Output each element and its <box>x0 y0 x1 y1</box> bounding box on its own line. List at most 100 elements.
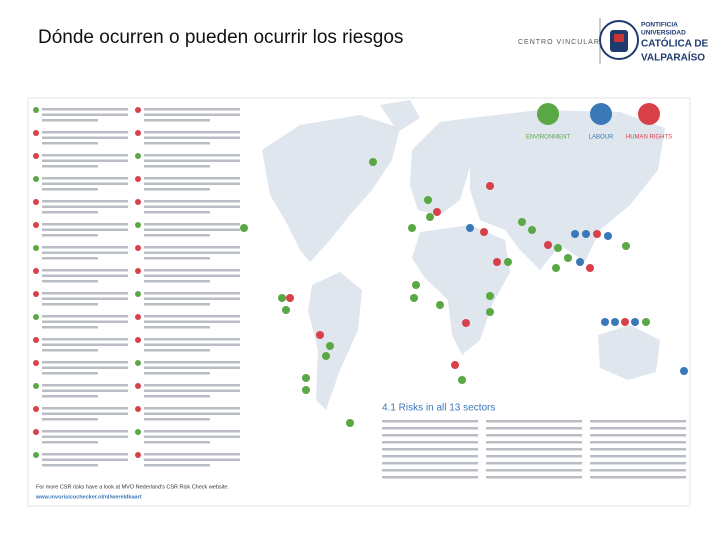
list-text-line <box>144 228 240 231</box>
list-text-line <box>42 274 128 277</box>
map-marker <box>582 230 590 238</box>
list-text-line <box>42 389 128 392</box>
list-icon <box>135 222 141 228</box>
list-icon <box>33 383 39 389</box>
map-marker <box>576 258 584 266</box>
slide-title: Dónde ocurren o pueden ocurrir los riesg… <box>38 27 403 48</box>
list-text-line <box>42 177 128 180</box>
list-icon <box>135 383 141 389</box>
list-text-line <box>42 326 98 329</box>
list-icon <box>33 360 39 366</box>
list-text-line <box>42 257 98 260</box>
body-text-line <box>590 420 686 423</box>
map-marker <box>554 244 562 252</box>
list-text-line <box>42 418 98 421</box>
list-icon <box>33 153 39 159</box>
list-text-line <box>42 435 128 438</box>
list-text-line <box>144 453 240 456</box>
map-marker <box>604 232 612 240</box>
list-icon <box>33 222 39 228</box>
list-text-line <box>144 315 240 318</box>
list-text-line <box>144 297 240 300</box>
logo-crest <box>599 20 639 60</box>
list-text-line <box>42 159 128 162</box>
body-text-line <box>382 427 478 430</box>
body-text-line <box>382 462 478 465</box>
list-text-line <box>144 223 240 226</box>
list-text-line <box>144 269 240 272</box>
list-icon <box>135 245 141 251</box>
list-icon <box>33 199 39 205</box>
legend-label: ENVIRONMENT <box>526 135 571 141</box>
list-text-line <box>144 165 210 168</box>
map-marker <box>480 228 488 236</box>
list-text-line <box>144 338 240 341</box>
body-text-line <box>486 434 582 437</box>
body-text-line <box>590 441 686 444</box>
map-marker <box>552 264 560 272</box>
map-marker <box>621 318 629 326</box>
list-icon <box>135 314 141 320</box>
list-icon <box>135 176 141 182</box>
map-marker <box>316 331 324 339</box>
list-text-line <box>144 389 240 392</box>
legend-label: LABOUR <box>589 135 614 141</box>
list-icon <box>33 406 39 412</box>
list-text-line <box>144 177 240 180</box>
list-text-line <box>42 136 128 139</box>
list-text-line <box>144 211 210 214</box>
list-text-line <box>42 182 128 185</box>
map-marker <box>593 230 601 238</box>
map-marker <box>282 306 290 314</box>
list-text-line <box>42 412 128 415</box>
list-text-line <box>42 372 98 375</box>
body-text-line <box>590 455 686 458</box>
body-text-line <box>486 455 582 458</box>
list-text-line <box>42 246 128 249</box>
list-text-line <box>144 159 240 162</box>
map-marker <box>642 318 650 326</box>
map-marker <box>528 226 536 234</box>
body-text-line <box>486 469 582 472</box>
map-marker <box>486 308 494 316</box>
map-marker <box>240 224 248 232</box>
list-text-line <box>144 142 210 145</box>
footer-link[interactable]: www.mvorisicochecker.nl/nl/wereldkaart <box>35 494 142 500</box>
list-text-line <box>42 131 128 134</box>
list-icon <box>33 245 39 251</box>
list-icon <box>33 314 39 320</box>
list-icon <box>135 452 141 458</box>
list-text-line <box>144 188 210 191</box>
map-marker <box>462 319 470 327</box>
list-text-line <box>144 108 240 111</box>
list-text-line <box>144 292 240 295</box>
map-marker <box>493 258 501 266</box>
list-icon <box>33 107 39 113</box>
map-marker <box>410 294 418 302</box>
list-text-line <box>42 280 98 283</box>
list-text-line <box>42 458 128 461</box>
list-text-line <box>144 320 240 323</box>
list-icon <box>135 130 141 136</box>
body-text-line <box>590 434 686 437</box>
legend-label: HUMAN RIGHTS <box>626 135 672 141</box>
list-text-line <box>144 326 210 329</box>
list-text-line <box>42 297 128 300</box>
list-text-line <box>144 257 210 260</box>
body-text-line <box>486 441 582 444</box>
list-text-line <box>144 154 240 157</box>
body-text-line <box>382 441 478 444</box>
map-marker <box>622 242 630 250</box>
body-text-line <box>486 448 582 451</box>
map-marker <box>346 419 354 427</box>
list-text-line <box>42 384 128 387</box>
map-marker <box>486 182 494 190</box>
list-text-line <box>42 108 128 111</box>
map-marker <box>601 318 609 326</box>
list-text-line <box>144 407 240 410</box>
list-text-line <box>144 418 210 421</box>
footer-text: For more CSR risks have a look at MVO Ne… <box>36 484 229 490</box>
body-text-line <box>486 420 582 423</box>
list-icon <box>33 337 39 343</box>
world-map <box>262 100 665 410</box>
